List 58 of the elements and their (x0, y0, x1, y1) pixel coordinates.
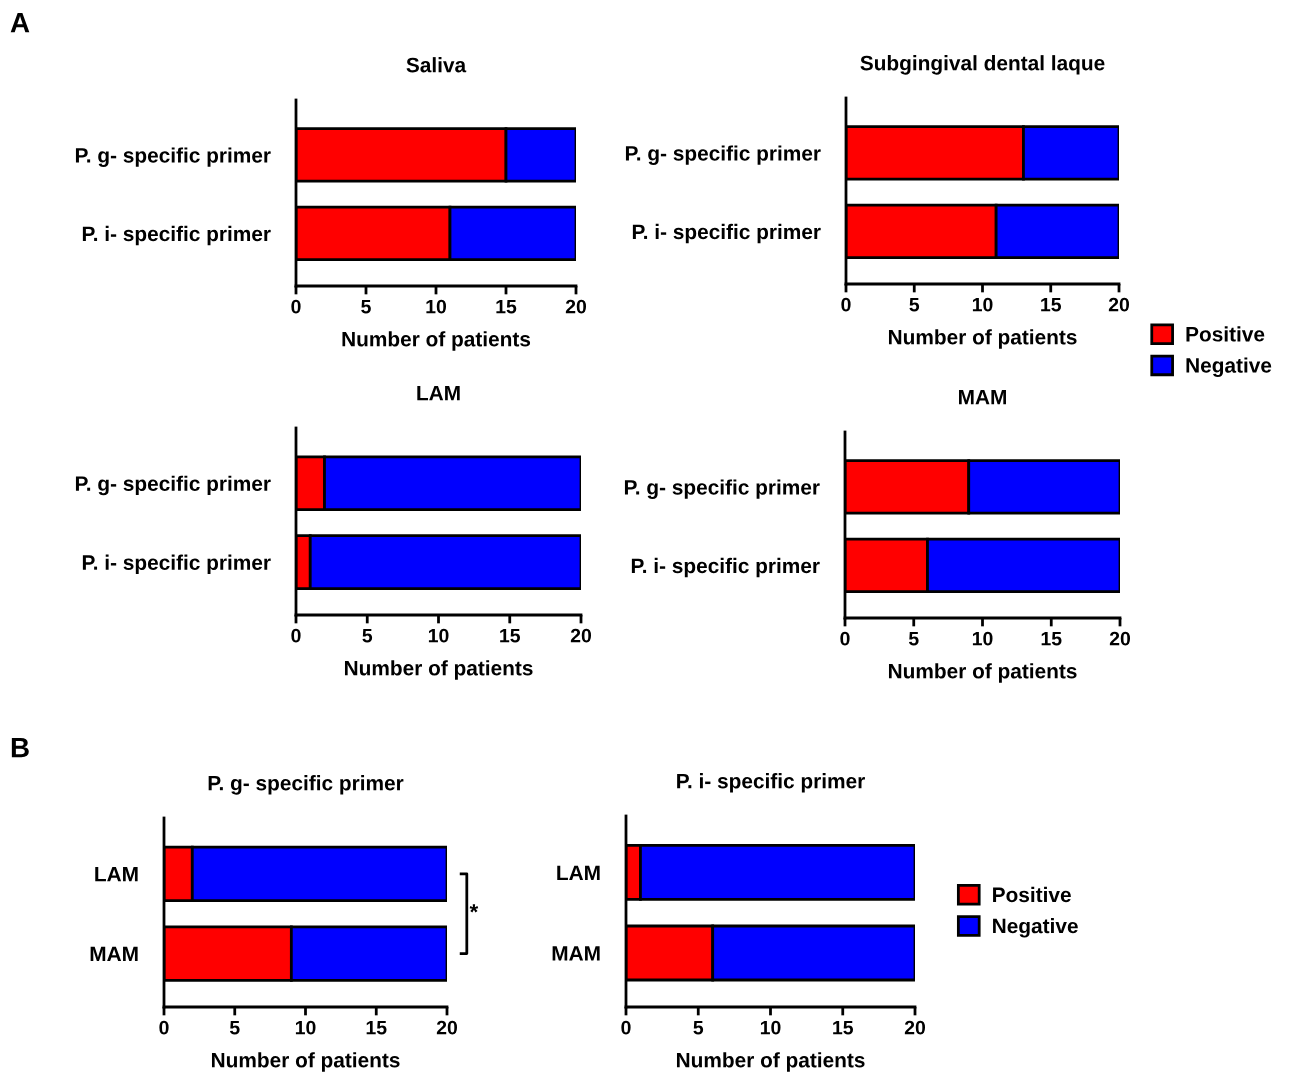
x-tick-label: 10 (428, 628, 449, 643)
x-tick-label: 20 (436, 1020, 458, 1035)
x-tick-label: 15 (366, 1020, 387, 1035)
x-tick-label: 5 (361, 299, 371, 314)
x-axis-title: Number of patients (211, 1052, 400, 1072)
x-tick-label: 15 (1041, 297, 1062, 312)
y-tick-label: P. g- specific primer (624, 479, 820, 499)
y-tick-label: P. i- specific primer (631, 557, 820, 578)
text: B (11, 738, 29, 758)
x-tick-label: 5 (908, 631, 919, 646)
text: * (469, 904, 479, 913)
x-axis-title: Number of patients (676, 1052, 865, 1072)
x-tick-label: 0 (840, 631, 850, 646)
x-tick-label: 10 (972, 631, 993, 646)
y-tick-label: P. g- specific primer (75, 147, 271, 167)
chart-title: P. g- specific primer (208, 775, 404, 795)
x-tick-label: 0 (841, 297, 851, 312)
x-axis-title: Number of patients (342, 331, 531, 351)
x-tick-label: 20 (1109, 631, 1131, 646)
x-tick-label: 0 (291, 628, 301, 643)
legend-label: Positive (993, 886, 1071, 903)
x-tick-label: 20 (1108, 297, 1130, 312)
x-tick-label: 20 (904, 1020, 926, 1035)
chart-title: P. i- specific primer (677, 773, 865, 793)
y-tick-label: MAM (90, 946, 138, 962)
chart-title: MAM (959, 389, 1006, 405)
x-tick-label: 5 (362, 628, 373, 643)
y-tick-label: P. g- specific primer (75, 475, 271, 496)
text: A (10, 13, 30, 33)
x-tick-label: 10 (295, 1020, 316, 1035)
x-tick-label: 0 (291, 299, 301, 314)
x-tick-label: 15 (496, 299, 517, 314)
x-tick-label: 10 (760, 1020, 781, 1035)
x-tick-label: 20 (565, 299, 587, 314)
chart-title: Saliva (406, 57, 467, 73)
x-tick-label: 15 (1041, 631, 1062, 646)
x-axis-title: Number of patients (888, 329, 1077, 349)
legend-label: Positive (1186, 326, 1265, 342)
x-axis-title: Number of patients (888, 663, 1077, 683)
chart-title: Subgingival dental laque (860, 55, 1105, 75)
x-axis-title: Number of patients (344, 660, 533, 680)
x-tick-label: 5 (693, 1020, 704, 1035)
x-tick-label: 15 (500, 628, 521, 643)
x-tick-label: 0 (621, 1020, 631, 1035)
legend-label: Negative (993, 918, 1078, 938)
x-tick-label: 10 (972, 297, 993, 312)
x-tick-label: 15 (833, 1020, 854, 1035)
y-tick-label: P. i- specific primer (82, 554, 271, 575)
y-tick-label: P. i- specific primer (82, 225, 271, 246)
y-tick-label: P. i- specific primer (632, 223, 821, 244)
chart-title: LAM (417, 385, 460, 401)
x-tick-label: 20 (570, 628, 592, 643)
x-tick-label: 5 (909, 297, 920, 312)
legend-label: Negative (1186, 357, 1272, 377)
y-tick-label: P. g- specific primer (625, 145, 821, 165)
x-tick-label: 0 (159, 1020, 169, 1035)
x-tick-label: 5 (229, 1020, 240, 1035)
x-tick-label: 10 (426, 299, 447, 314)
